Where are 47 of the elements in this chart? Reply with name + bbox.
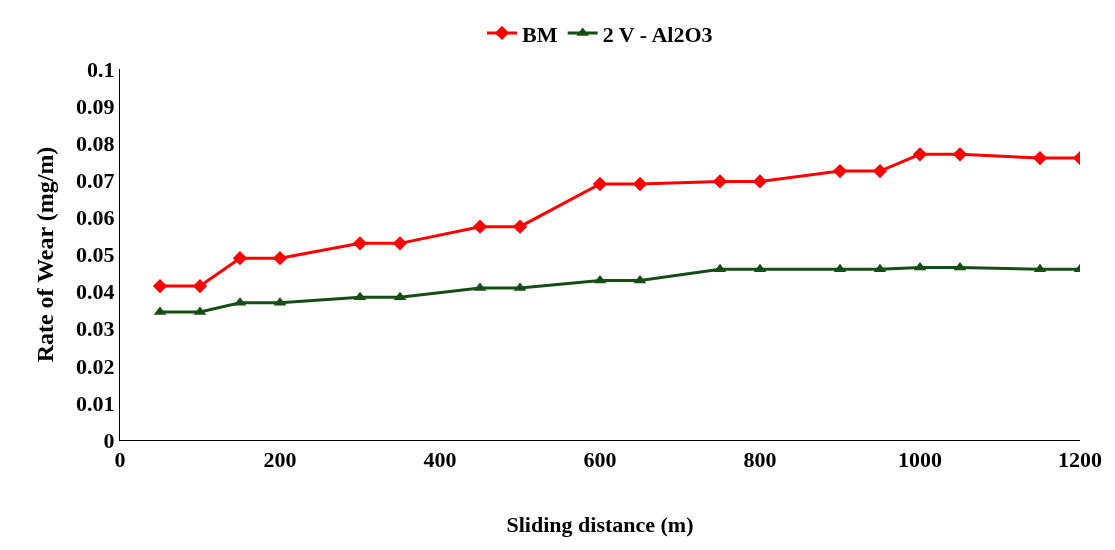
point [953,261,967,271]
point [352,236,368,251]
point [833,263,847,273]
point [752,174,768,189]
point [512,219,528,234]
point [712,174,728,189]
point [152,278,168,294]
point [912,147,928,162]
x-axis-title: Sliding distance (m) [506,512,694,538]
legend-label: 2 V - Al2O3 [602,21,713,47]
point [192,278,208,294]
point [913,261,927,271]
x-tick-label: 200 [263,447,297,473]
point [392,236,408,251]
y-tick-label: 0.03 [76,316,115,342]
point [1032,150,1048,166]
legend-label: BM [522,21,558,47]
y-tick-label: 0.04 [76,279,115,305]
y-tick-label: 0.02 [76,353,115,379]
point [832,163,848,179]
x-tick-label: 1000 [898,447,942,473]
point [1033,263,1047,273]
point [592,176,608,192]
y-tick-label: 0.08 [76,130,115,156]
x-tick-label: 800 [743,447,777,473]
point [632,176,648,192]
point [472,219,488,234]
x-tick-label: 600 [583,447,617,473]
point [952,147,968,162]
y-tick-label: 0.09 [76,93,115,119]
point [272,251,288,266]
y-tick-label: 0.07 [76,168,115,193]
point [872,163,888,179]
point [753,263,767,273]
point [873,263,887,273]
y-tick-label: 0.06 [76,205,115,231]
x-tick-label: 400 [423,447,457,473]
point [593,274,607,284]
y-tick-label: 0.01 [76,390,115,416]
x-tick-label: 1200 [1058,447,1102,473]
y-axis-title: Rate of Wear (mg/m) [32,146,59,363]
y-tick-label: 0.1 [87,56,115,82]
point [232,251,248,266]
y-tick-label: 0.05 [76,242,115,268]
point [713,263,727,273]
point [633,274,647,284]
y-tick-label: 0 [103,427,115,453]
